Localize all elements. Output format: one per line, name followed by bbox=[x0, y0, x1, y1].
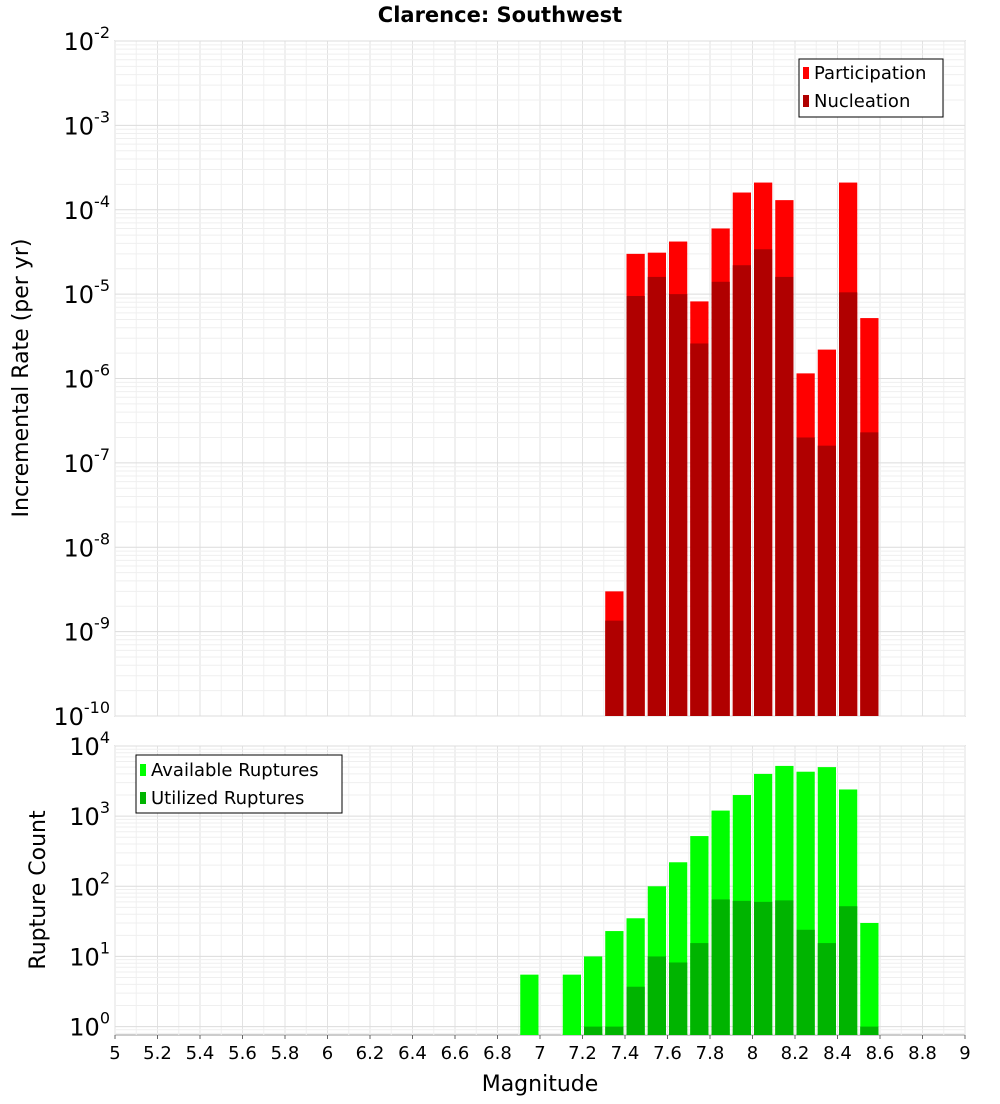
x-tick-label: 5.2 bbox=[143, 1043, 172, 1064]
count-x-ticks: 5 5.2 5.4 5.6 5.8 6 6.2 6.4 6.6 6.8 7 7.2 7.4 7.6 7.8 8… bbox=[109, 1035, 971, 1064]
x-tick-label: 8.2 bbox=[781, 1043, 810, 1064]
rate-panel: 10-10 10-9 10-8 10-7 10-6 10-5 10-4 10-3 10-2 In… bbox=[9, 23, 966, 731]
x-tick-label: 8.6 bbox=[866, 1043, 895, 1064]
bar-utilized-ruptures bbox=[690, 943, 709, 1035]
y-tick-label: 100 bbox=[69, 1009, 110, 1042]
y-tick-label: 103 bbox=[69, 798, 110, 831]
bar-nucleation bbox=[647, 276, 666, 716]
legend-swatch-participation bbox=[803, 67, 809, 79]
x-tick-label: 6 bbox=[322, 1043, 333, 1064]
rate-grid bbox=[114, 40, 966, 717]
count-bars bbox=[520, 765, 879, 1035]
bar-utilized-ruptures bbox=[584, 1026, 603, 1035]
legend-label-participation: Participation bbox=[814, 63, 926, 84]
y-tick-label: 10-7 bbox=[64, 445, 111, 478]
bar-utilized-ruptures bbox=[775, 900, 794, 1035]
bar-utilized-ruptures bbox=[711, 899, 730, 1035]
bar-utilized-ruptures bbox=[669, 962, 688, 1035]
x-tick-label: 5 bbox=[109, 1043, 120, 1064]
bar-utilized-ruptures bbox=[605, 1026, 624, 1035]
x-tick-label: 5.6 bbox=[228, 1043, 257, 1064]
bar-nucleation bbox=[839, 292, 858, 716]
x-tick-label: 8.4 bbox=[823, 1043, 852, 1064]
rate-y-ticks: 10-10 10-9 10-8 10-7 10-6 10-5 10-4 10-3 10-2 bbox=[53, 23, 110, 731]
x-tick-label: 7.8 bbox=[696, 1043, 725, 1064]
y-tick-label: 10-6 bbox=[64, 361, 111, 394]
bar-nucleation bbox=[626, 296, 645, 716]
count-panel: 100 101 102 103 104 5 5.2 5.4 5.6 5.8 6 6.2 6.4 6.6 6… bbox=[26, 728, 971, 1097]
bar-utilized-ruptures bbox=[626, 986, 645, 1035]
count-y-axis-label: Rupture Count bbox=[26, 810, 51, 970]
count-y-ticks: 100 101 102 103 104 bbox=[69, 728, 110, 1042]
x-tick-label: 5.8 bbox=[271, 1043, 300, 1064]
legend-label-available: Available Ruptures bbox=[151, 760, 319, 781]
legend-label-utilized: Utilized Ruptures bbox=[151, 788, 304, 809]
x-tick-label: 6.8 bbox=[483, 1043, 512, 1064]
y-tick-label: 10-4 bbox=[64, 192, 111, 225]
x-tick-label: 6.2 bbox=[356, 1043, 385, 1064]
bar-nucleation bbox=[817, 445, 836, 716]
y-tick-label: 10-9 bbox=[64, 614, 111, 647]
bar-nucleation bbox=[754, 249, 773, 716]
x-tick-label: 7.4 bbox=[611, 1043, 640, 1064]
count-legend-box bbox=[135, 754, 343, 814]
bar-utilized-ruptures bbox=[817, 943, 836, 1035]
y-tick-label: 104 bbox=[69, 728, 110, 761]
y-tick-label: 10-8 bbox=[64, 529, 111, 562]
bar-available-ruptures bbox=[562, 974, 581, 1035]
legend-swatch-utilized bbox=[140, 792, 146, 804]
y-tick-label: 10-5 bbox=[64, 276, 111, 309]
bar-nucleation bbox=[690, 343, 709, 716]
bar-nucleation bbox=[605, 620, 624, 716]
bar-utilized-ruptures bbox=[754, 901, 773, 1035]
x-tick-label: 9 bbox=[959, 1043, 970, 1064]
rate-y-axis-label: Incremental Rate (per yr) bbox=[9, 239, 34, 518]
x-tick-label: 6.4 bbox=[398, 1043, 427, 1064]
legend-swatch-nucleation bbox=[803, 95, 809, 107]
bar-available-ruptures bbox=[605, 931, 624, 1035]
y-tick-label: 10-2 bbox=[64, 23, 111, 56]
x-tick-label: 5.4 bbox=[186, 1043, 215, 1064]
y-tick-label: 10-10 bbox=[53, 698, 110, 731]
chart-title: Clarence: Southwest bbox=[378, 3, 622, 27]
bar-nucleation bbox=[796, 437, 815, 716]
x-tick-label: 7 bbox=[534, 1043, 545, 1064]
bar-utilized-ruptures bbox=[839, 906, 858, 1035]
bar-available-ruptures bbox=[860, 922, 879, 1035]
bar-utilized-ruptures bbox=[647, 956, 666, 1035]
count-legend: Available Ruptures Utilized Ruptures bbox=[135, 754, 343, 814]
rate-legend-box bbox=[798, 58, 944, 118]
x-tick-label: 8.8 bbox=[908, 1043, 937, 1064]
x-tick-label: 8 bbox=[747, 1043, 758, 1064]
bar-nucleation bbox=[732, 265, 751, 716]
x-tick-label: 7.6 bbox=[653, 1043, 682, 1064]
x-axis-label: Magnitude bbox=[482, 1072, 599, 1097]
y-tick-label: 10-3 bbox=[64, 107, 111, 140]
bar-available-ruptures bbox=[584, 956, 603, 1035]
bar-nucleation bbox=[711, 281, 730, 716]
bar-utilized-ruptures bbox=[796, 929, 815, 1035]
bar-nucleation bbox=[775, 276, 794, 716]
bar-nucleation bbox=[860, 432, 879, 716]
x-tick-label: 6.6 bbox=[441, 1043, 470, 1064]
rate-bars bbox=[605, 182, 879, 717]
bar-utilized-ruptures bbox=[732, 900, 751, 1035]
rate-legend: Participation Nucleation bbox=[798, 58, 944, 118]
y-tick-label: 101 bbox=[69, 938, 110, 971]
bar-utilized-ruptures bbox=[860, 1026, 879, 1035]
bar-nucleation bbox=[669, 294, 688, 716]
y-tick-label: 102 bbox=[69, 868, 110, 901]
x-tick-label: 7.2 bbox=[568, 1043, 597, 1064]
bar-available-ruptures bbox=[520, 974, 539, 1035]
legend-label-nucleation: Nucleation bbox=[814, 91, 910, 112]
legend-swatch-available bbox=[140, 764, 146, 776]
